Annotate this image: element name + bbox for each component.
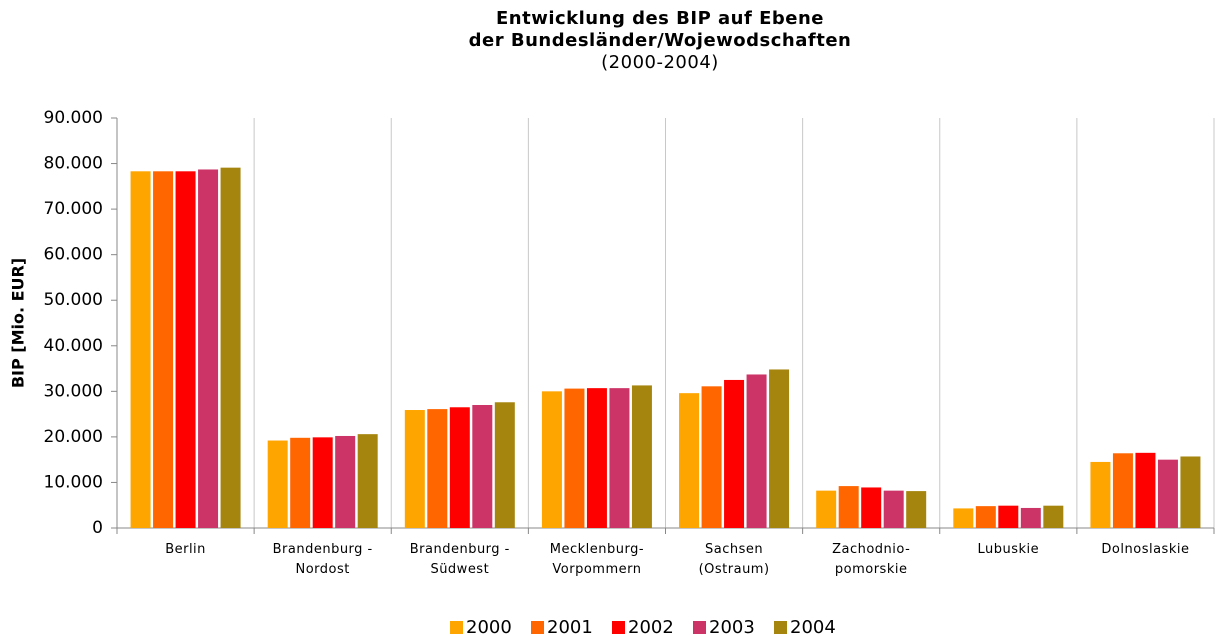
legend-swatch [612, 621, 625, 634]
y-tick-label: 50.000 [44, 290, 103, 310]
bar [494, 402, 515, 528]
y-tick-label: 90.000 [44, 108, 103, 128]
bar [838, 486, 859, 528]
x-tick-label: Dolnoslaskie [1101, 542, 1190, 557]
legend-label: 2000 [466, 617, 512, 635]
chart-title: Entwicklung des BIP auf Ebene der Bundes… [468, 8, 852, 51]
bar [312, 437, 333, 528]
x-tick-label: Sachsen (Ostraum) [698, 542, 770, 577]
bar [449, 407, 470, 528]
legend-swatch [774, 621, 787, 634]
bar [586, 388, 607, 528]
bar [609, 388, 630, 528]
bar [1112, 453, 1133, 528]
y-tick-label: 30.000 [44, 381, 103, 401]
bar [631, 385, 652, 528]
bar [290, 437, 311, 528]
legend-swatch [531, 621, 544, 634]
chart-subtitle: (2000-2004) [601, 52, 719, 73]
bar [1180, 456, 1201, 528]
y-tick-label: 70.000 [44, 199, 103, 219]
x-tick-label: Brandenburg - Südwest [409, 542, 510, 577]
bar [724, 379, 745, 528]
bar [357, 434, 378, 528]
y-tick-label: 60.000 [44, 245, 103, 265]
legend-label: 2002 [628, 617, 674, 635]
legend-label: 2001 [547, 617, 593, 635]
bar [472, 405, 493, 528]
y-axis-label: BIP [Mio. EUR] [9, 258, 28, 388]
bar [130, 171, 151, 529]
bar [861, 487, 882, 528]
legend-label: 2004 [790, 617, 836, 635]
bar [1020, 507, 1041, 528]
bar [1135, 452, 1156, 528]
bar [998, 505, 1019, 528]
bar [816, 490, 837, 528]
bar [541, 391, 562, 528]
bar [906, 491, 927, 528]
bar [701, 386, 722, 528]
bar [427, 409, 448, 528]
y-tick-label: 0 [92, 518, 103, 538]
x-tick-label: Berlin [165, 542, 206, 557]
legend-swatch [693, 621, 706, 634]
bar [198, 169, 219, 528]
bar [404, 410, 425, 528]
x-tick-label: Brandenburg - Nordost [272, 542, 373, 577]
bar [1157, 459, 1178, 528]
bar [953, 508, 974, 528]
bar [975, 506, 996, 528]
x-tick-label: Lubuskie [977, 542, 1040, 557]
y-tick-label: 40.000 [44, 336, 103, 356]
legend-swatch [450, 621, 463, 634]
x-tick-label: Mecklenburg- Vorpommern [549, 542, 645, 577]
bar [153, 171, 174, 529]
bar [220, 167, 241, 528]
y-tick-label: 20.000 [44, 427, 103, 447]
bar [746, 374, 767, 528]
bar [1090, 461, 1111, 528]
x-tick-label: Zachodnio- pomorskie [832, 542, 911, 577]
y-tick-label: 80.000 [44, 154, 103, 174]
bar [564, 388, 585, 528]
bar [883, 490, 904, 528]
legend-label: 2003 [709, 617, 755, 635]
bar [1043, 505, 1064, 528]
y-tick-label: 10.000 [44, 472, 103, 492]
bar [335, 435, 356, 528]
bar [679, 393, 700, 528]
bar [267, 440, 288, 528]
bar [175, 171, 196, 529]
bar [769, 369, 790, 528]
